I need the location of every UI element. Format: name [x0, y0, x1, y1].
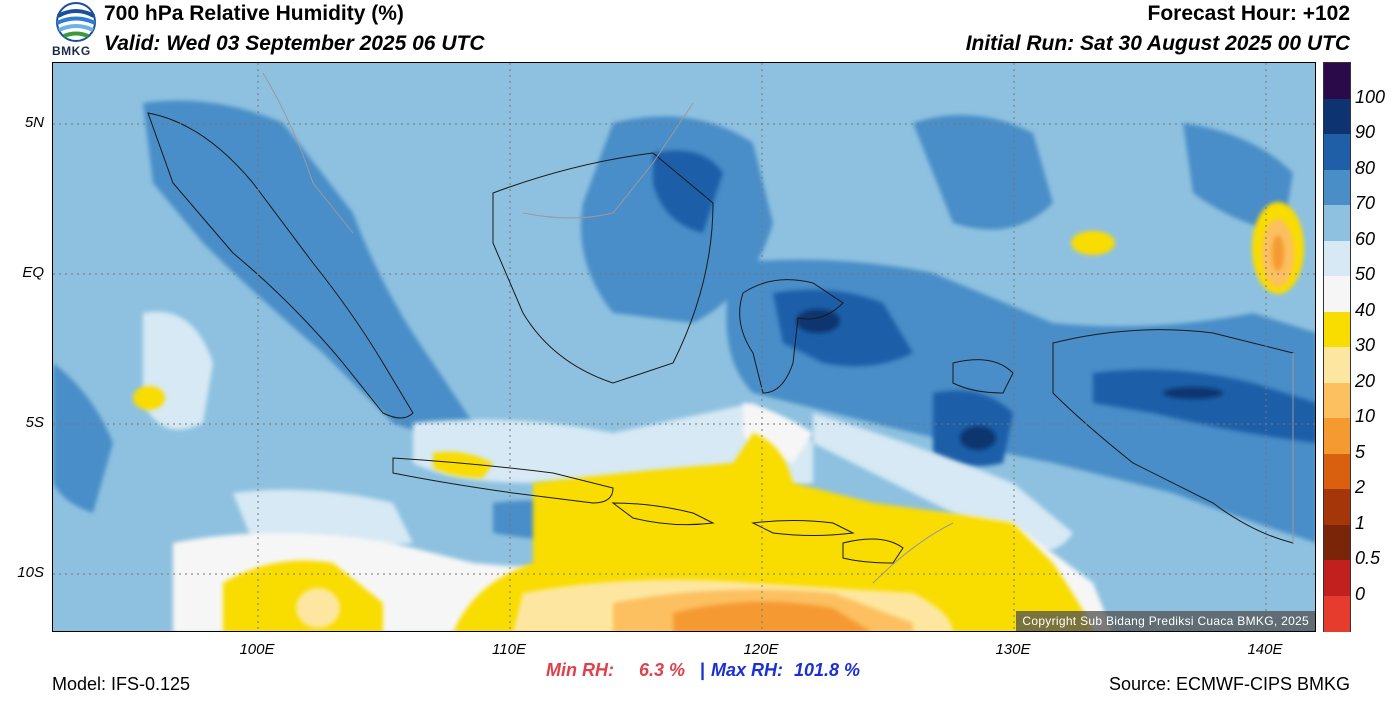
- lon-label-110e: 110E: [492, 641, 526, 658]
- humidity-map-svg: [53, 63, 1315, 631]
- colorbar-label: 90: [1355, 122, 1376, 142]
- colorbar-segment: [1324, 98, 1350, 135]
- colorbar-label: 0: [1355, 583, 1366, 604]
- bmkg-logo: [52, 2, 100, 58]
- colorbar-segment: [1324, 63, 1350, 99]
- lon-label-100e: 100E: [239, 641, 275, 658]
- colorbar-segment: [1324, 524, 1350, 561]
- colorbar-label: 100: [1355, 86, 1386, 107]
- colorbar-label: 40: [1355, 299, 1376, 320]
- min-rh-label: Min RH:: [546, 660, 614, 680]
- lat-label-5n: 5N: [24, 114, 44, 131]
- colorbar-label: 70: [1355, 193, 1376, 213]
- lon-label-120e: 120E: [743, 641, 779, 658]
- colorbar-label: 5: [1355, 441, 1366, 462]
- coastlines: [147, 112, 1294, 564]
- forecast-hour: Forecast Hour: +102: [1147, 2, 1351, 25]
- lat-label-5s: 5S: [25, 414, 44, 431]
- colorbar-label: 30: [1355, 335, 1376, 355]
- humidity-map: Copyright Sub Bidang Prediksi Cuaca BMKG…: [52, 62, 1316, 632]
- colorbar-segment: [1324, 134, 1350, 170]
- rh-90-plus-cores: [796, 309, 1223, 450]
- initial-run: Initial Run: Sat 30 August 2025 00 UTC: [965, 32, 1350, 55]
- colorbar-label: 50: [1355, 264, 1376, 284]
- lon-label-140e: 140E: [1247, 641, 1283, 658]
- colorbar-segment: [1324, 240, 1350, 277]
- colorbar-segment: [1324, 489, 1350, 525]
- colorbar-label: 20: [1355, 370, 1376, 391]
- chart-title: 700 hPa Relative Humidity (%): [104, 2, 404, 25]
- logo-text: BMKG: [52, 44, 91, 58]
- colorbar-segment: [1324, 560, 1350, 596]
- colorbar-segment: [1324, 347, 1350, 383]
- valid-time: Valid: Wed 03 September 2025 06 UTC: [104, 32, 485, 55]
- colorbar-segment: [1324, 311, 1350, 348]
- source-info: Source: ECMWF-CIPS BMKG: [1108, 674, 1350, 694]
- stats-separator: |: [700, 660, 706, 680]
- colorbar-segment: [1324, 205, 1350, 241]
- colorbar-segment: [1324, 382, 1350, 419]
- colorbar-segment: [1324, 169, 1350, 206]
- graticule: [53, 63, 1315, 631]
- lat-label-10s: 10S: [17, 564, 44, 581]
- model-info: Model: IFS-0.125: [52, 674, 191, 694]
- colorbar-label: 2: [1355, 477, 1366, 497]
- colorbar-label: 0.5: [1355, 548, 1381, 568]
- colorbar-segment: [1324, 418, 1350, 454]
- lon-label-130e: 130E: [995, 641, 1031, 658]
- colorbar-label: 1: [1355, 512, 1366, 533]
- min-rh-value: 6.3 %: [639, 660, 686, 680]
- colorbar: [1323, 62, 1351, 632]
- max-rh-value: 101.8 %: [794, 660, 861, 680]
- copyright-notice: Copyright Sub Bidang Prediksi Cuaca BMKG…: [1016, 611, 1315, 631]
- colorbar-label: 80: [1355, 157, 1376, 178]
- rh-5-10-regions: [673, 235, 1284, 631]
- country-borders: [262, 72, 1294, 584]
- max-rh-label: Max RH:: [711, 660, 784, 680]
- colorbar-segment: [1324, 276, 1350, 312]
- colorbar-segment: [1324, 453, 1350, 490]
- colorbar-label: 60: [1355, 228, 1376, 249]
- lat-label-eq: EQ: [22, 264, 44, 281]
- colorbar-segment: [1324, 595, 1350, 632]
- colorbar-label: 10: [1355, 406, 1376, 426]
